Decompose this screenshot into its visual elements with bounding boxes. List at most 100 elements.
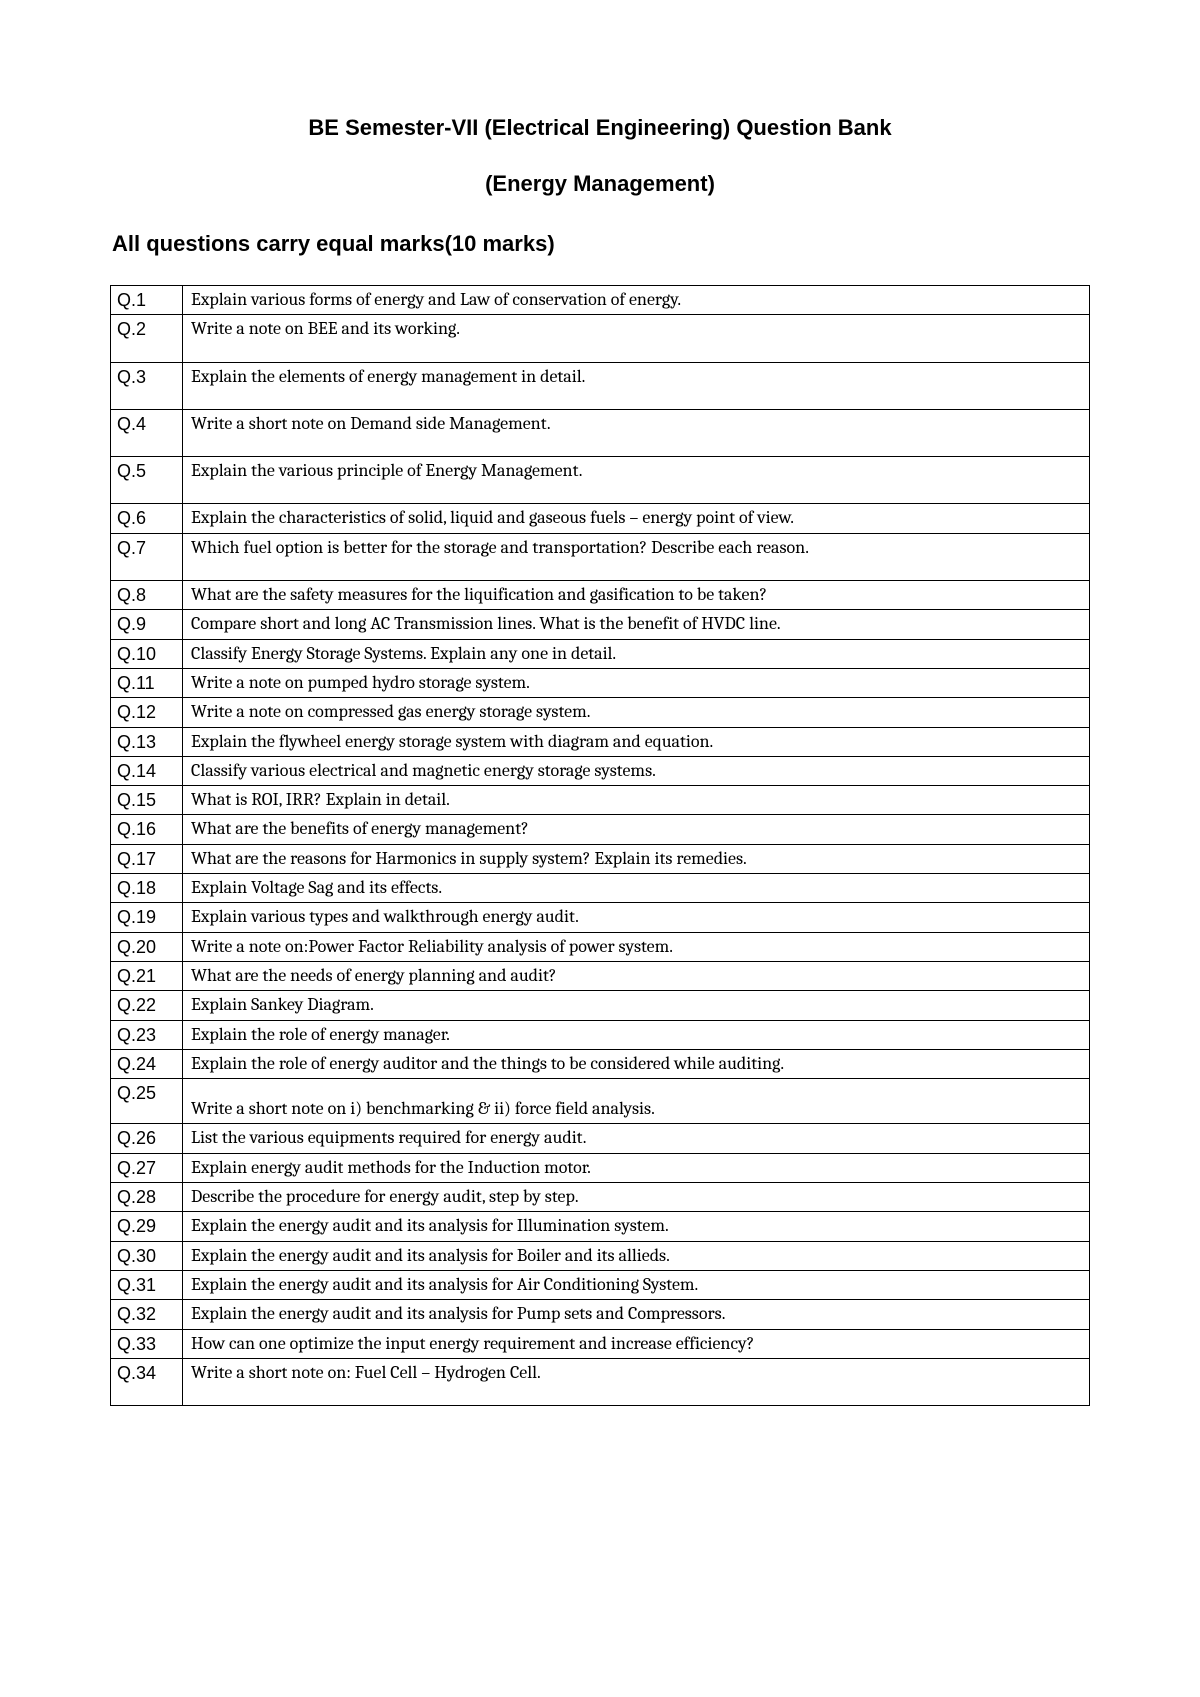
question-text: What are the safety measures for the liq… xyxy=(183,581,1090,610)
question-number: Q.10 xyxy=(111,639,183,668)
table-row: Q.24Explain the role of energy auditor a… xyxy=(111,1049,1090,1078)
document-subtitle: (Energy Management) xyxy=(110,171,1090,197)
question-number: Q.12 xyxy=(111,698,183,727)
table-row: Q.13Explain the flywheel energy storage … xyxy=(111,727,1090,756)
table-row: Q.14Classify various electrical and magn… xyxy=(111,756,1090,785)
table-row: Q.20Write a note on:Power Factor Reliabi… xyxy=(111,932,1090,961)
question-number: Q.2 xyxy=(111,315,183,362)
question-number: Q.27 xyxy=(111,1153,183,1182)
question-text: Write a note on compressed gas energy st… xyxy=(183,698,1090,727)
question-text: Explain the flywheel energy storage syst… xyxy=(183,727,1090,756)
table-row: Q.9Compare short and long AC Transmissio… xyxy=(111,610,1090,639)
table-row: Q.27Explain energy audit methods for the… xyxy=(111,1153,1090,1182)
question-text: Write a note on:Power Factor Reliability… xyxy=(183,932,1090,961)
question-text: Explain the elements of energy managemen… xyxy=(183,362,1090,409)
table-row: Q.7Which fuel option is better for the s… xyxy=(111,533,1090,580)
question-number: Q.17 xyxy=(111,844,183,873)
question-text: Classify various electrical and magnetic… xyxy=(183,756,1090,785)
question-number: Q.14 xyxy=(111,756,183,785)
table-row: Q.10Classify Energy Storage Systems. Exp… xyxy=(111,639,1090,668)
question-text: Explain the energy audit and its analysi… xyxy=(183,1241,1090,1270)
question-number: Q.34 xyxy=(111,1358,183,1405)
table-row: Q.26List the various equipments required… xyxy=(111,1124,1090,1153)
question-number: Q.30 xyxy=(111,1241,183,1270)
question-number: Q.23 xyxy=(111,1020,183,1049)
question-number: Q.16 xyxy=(111,815,183,844)
question-text: Classify Energy Storage Systems. Explain… xyxy=(183,639,1090,668)
table-row: Q.3Explain the elements of energy manage… xyxy=(111,362,1090,409)
question-text: Explain various types and walkthrough en… xyxy=(183,903,1090,932)
table-row: Q.22Explain Sankey Diagram. xyxy=(111,991,1090,1020)
table-row: Q.29Explain the energy audit and its ana… xyxy=(111,1212,1090,1241)
table-row: Q.25Write a short note on i) benchmarkin… xyxy=(111,1079,1090,1124)
question-text: Explain various forms of energy and Law … xyxy=(183,286,1090,315)
table-row: Q.31Explain the energy audit and its ana… xyxy=(111,1270,1090,1299)
question-number: Q.18 xyxy=(111,874,183,903)
table-row: Q.34Write a short note on: Fuel Cell – H… xyxy=(111,1358,1090,1405)
question-number: Q.20 xyxy=(111,932,183,961)
question-number: Q.4 xyxy=(111,409,183,456)
table-row: Q.6Explain the characteristics of solid,… xyxy=(111,504,1090,533)
question-number: Q.33 xyxy=(111,1329,183,1358)
marks-instruction: All questions carry equal marks(10 marks… xyxy=(112,231,1090,257)
question-text: Describe the procedure for energy audit,… xyxy=(183,1183,1090,1212)
question-text: Which fuel option is better for the stor… xyxy=(183,533,1090,580)
question-text: List the various equipments required for… xyxy=(183,1124,1090,1153)
question-number: Q.5 xyxy=(111,457,183,504)
question-number: Q.22 xyxy=(111,991,183,1020)
table-row: Q.23Explain the role of energy manager. xyxy=(111,1020,1090,1049)
table-row: Q.11Write a note on pumped hydro storage… xyxy=(111,668,1090,697)
question-text: Explain the role of energy manager. xyxy=(183,1020,1090,1049)
table-row: Q.12Write a note on compressed gas energ… xyxy=(111,698,1090,727)
question-number: Q.9 xyxy=(111,610,183,639)
question-number: Q.13 xyxy=(111,727,183,756)
table-row: Q.4Write a short note on Demand side Man… xyxy=(111,409,1090,456)
question-text: Explain the energy audit and its analysi… xyxy=(183,1270,1090,1299)
table-row: Q.5Explain the various principle of Ener… xyxy=(111,457,1090,504)
question-number: Q.11 xyxy=(111,668,183,697)
question-text: Explain the various principle of Energy … xyxy=(183,457,1090,504)
question-text: What are the benefits of energy manageme… xyxy=(183,815,1090,844)
table-row: Q.2Write a note on BEE and its working. xyxy=(111,315,1090,362)
question-text: Explain the energy audit and its analysi… xyxy=(183,1300,1090,1329)
table-row: Q.21What are the needs of energy plannin… xyxy=(111,961,1090,990)
question-text: What are the needs of energy planning an… xyxy=(183,961,1090,990)
question-number: Q.15 xyxy=(111,786,183,815)
question-text: How can one optimize the input energy re… xyxy=(183,1329,1090,1358)
table-row: Q.15What is ROI, IRR? Explain in detail. xyxy=(111,786,1090,815)
question-text: What are the reasons for Harmonics in su… xyxy=(183,844,1090,873)
table-row: Q.18Explain Voltage Sag and its effects. xyxy=(111,874,1090,903)
question-text: Explain Voltage Sag and its effects. xyxy=(183,874,1090,903)
question-number: Q.25 xyxy=(111,1079,183,1124)
question-number: Q.8 xyxy=(111,581,183,610)
question-text: Write a short note on Demand side Manage… xyxy=(183,409,1090,456)
question-text: Compare short and long AC Transmission l… xyxy=(183,610,1090,639)
question-number: Q.19 xyxy=(111,903,183,932)
question-text: Explain energy audit methods for the Ind… xyxy=(183,1153,1090,1182)
table-row: Q.16What are the benefits of energy mana… xyxy=(111,815,1090,844)
question-text: Explain the energy audit and its analysi… xyxy=(183,1212,1090,1241)
document-title: BE Semester-VII (Electrical Engineering)… xyxy=(110,115,1090,141)
table-row: Q.19Explain various types and walkthroug… xyxy=(111,903,1090,932)
question-number: Q.26 xyxy=(111,1124,183,1153)
question-number: Q.32 xyxy=(111,1300,183,1329)
question-number: Q.6 xyxy=(111,504,183,533)
table-row: Q.17What are the reasons for Harmonics i… xyxy=(111,844,1090,873)
question-text: Explain the role of energy auditor and t… xyxy=(183,1049,1090,1078)
question-number: Q.1 xyxy=(111,286,183,315)
question-number: Q.31 xyxy=(111,1270,183,1299)
question-text: Write a note on BEE and its working. xyxy=(183,315,1090,362)
question-text: Explain the characteristics of solid, li… xyxy=(183,504,1090,533)
question-number: Q.21 xyxy=(111,961,183,990)
document-page: BE Semester-VII (Electrical Engineering)… xyxy=(0,0,1200,1406)
table-row: Q.32Explain the energy audit and its ana… xyxy=(111,1300,1090,1329)
question-number: Q.7 xyxy=(111,533,183,580)
question-text: Explain Sankey Diagram. xyxy=(183,991,1090,1020)
question-text: What is ROI, IRR? Explain in detail. xyxy=(183,786,1090,815)
question-number: Q.29 xyxy=(111,1212,183,1241)
table-row: Q.1Explain various forms of energy and L… xyxy=(111,286,1090,315)
table-row: Q.30Explain the energy audit and its ana… xyxy=(111,1241,1090,1270)
question-text: Write a short note on: Fuel Cell – Hydro… xyxy=(183,1358,1090,1405)
question-number: Q.24 xyxy=(111,1049,183,1078)
question-number: Q.28 xyxy=(111,1183,183,1212)
